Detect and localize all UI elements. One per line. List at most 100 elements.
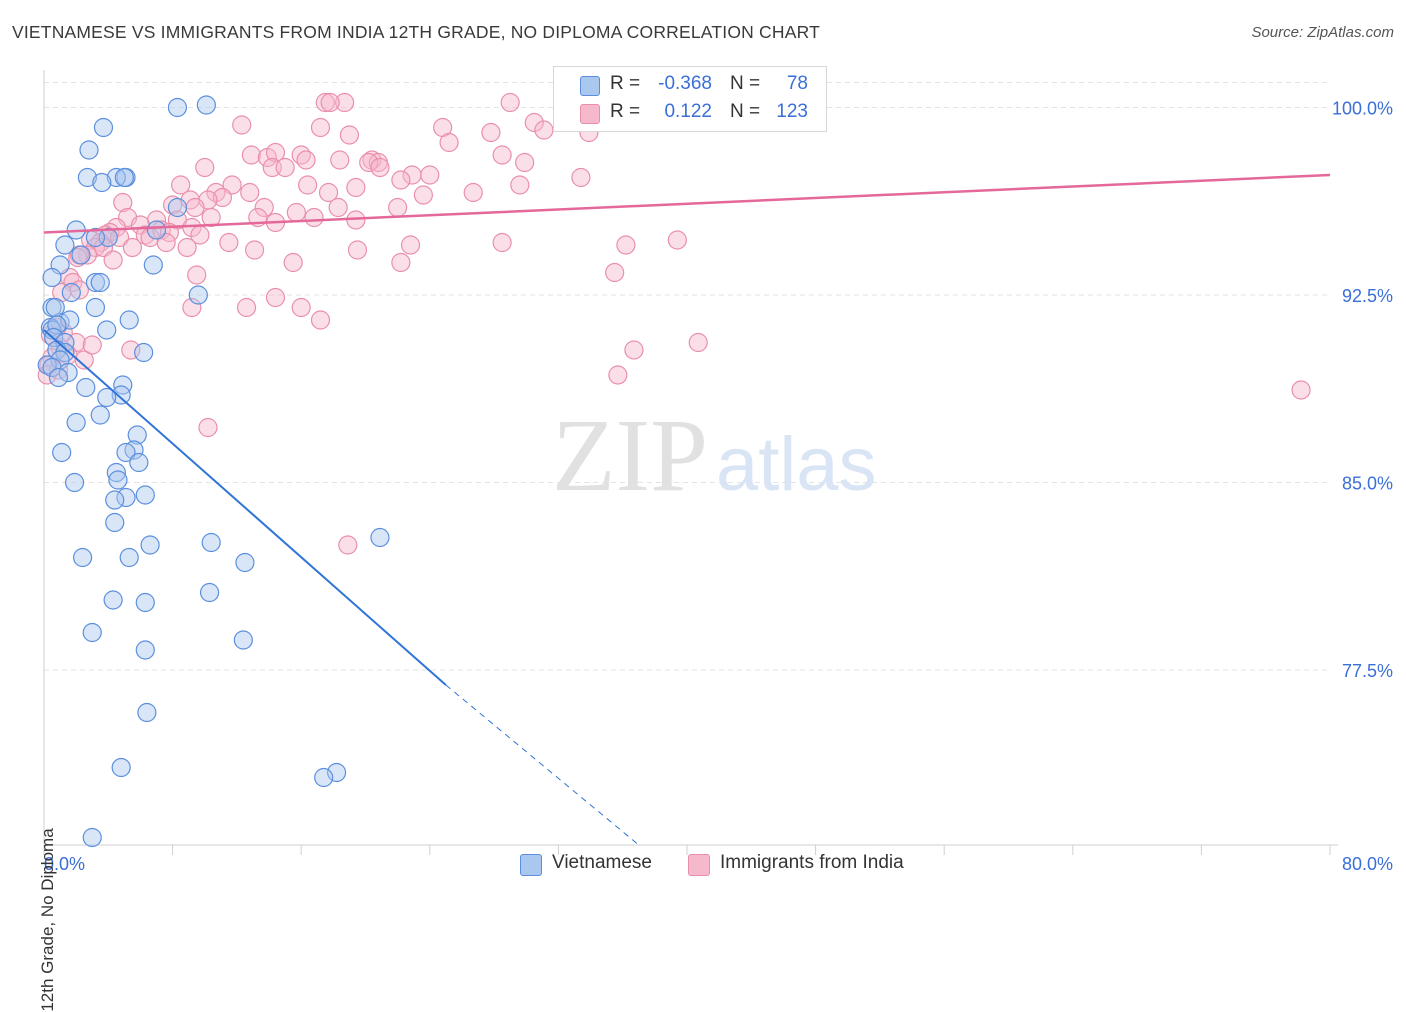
series-label-vietnamese: Vietnamese	[552, 852, 652, 873]
vietnamese-point	[113, 375, 133, 395]
india-point	[315, 92, 335, 113]
india-point	[571, 167, 591, 188]
vietnamese-point	[135, 592, 155, 613]
vietnamese-point	[103, 590, 123, 610]
vietnamese-point	[314, 767, 334, 788]
india-point	[492, 232, 512, 253]
legend-n-value: 78	[786, 73, 808, 94]
series-label-india: Immigrants from India	[720, 852, 904, 873]
india-point	[185, 197, 205, 218]
legend-swatch-vietnamese	[580, 76, 600, 96]
vietnamese-point	[58, 362, 78, 383]
vietnamese-point	[119, 310, 139, 330]
india-point	[500, 92, 520, 113]
legend-r-value: 0.122	[664, 101, 712, 122]
y-axis-title: 12th Grade, No Diploma	[38, 828, 57, 1012]
india-point	[310, 310, 331, 330]
vietnamese-point	[116, 442, 136, 463]
vietnamese-point	[105, 490, 125, 510]
india-point	[335, 92, 355, 113]
india-point	[439, 132, 459, 153]
legend-n-label: N =	[730, 101, 761, 122]
vietnamese-point	[167, 197, 188, 218]
gridlines	[44, 82, 1330, 671]
india-point	[304, 207, 324, 228]
vietnamese-point	[114, 167, 134, 188]
india-point	[359, 152, 379, 173]
india-point	[236, 297, 257, 318]
india-point	[481, 122, 501, 143]
india-point	[177, 237, 197, 258]
india-point	[391, 252, 411, 273]
y-tick-label: 100.0%	[1332, 99, 1393, 119]
india-point	[388, 197, 408, 218]
legend-row-vietnamese: R = -0.368 N = 78	[554, 71, 826, 99]
watermark: ZIP atlas	[552, 398, 877, 513]
vietnamese-point	[85, 272, 106, 293]
legend-row-india: R = 0.122 N = 123	[554, 99, 826, 127]
vietnamese-point	[111, 385, 131, 405]
india-point	[320, 92, 340, 113]
y-tick-label: 85.0%	[1342, 474, 1393, 494]
vietnamese-point	[82, 827, 102, 848]
vietnamese-point	[90, 272, 110, 293]
vietnamese-point	[92, 172, 112, 193]
vietnamese-point	[97, 320, 117, 340]
india-point	[420, 165, 440, 185]
vietnamese-point	[140, 535, 160, 555]
series-swatch-vietnamese	[520, 854, 542, 876]
india-point	[605, 262, 625, 283]
vietnamese-point	[45, 297, 65, 318]
vietnamese-point	[119, 547, 139, 568]
vietnamese-point	[135, 640, 155, 660]
india-point	[492, 145, 512, 165]
india-point	[195, 157, 215, 178]
india-point	[240, 182, 260, 203]
vietnamese-point	[55, 235, 75, 255]
india-point	[244, 240, 265, 260]
india-point	[310, 117, 331, 138]
vietnamese-point	[134, 342, 154, 363]
scatter-chart: ZIP atlas 77.5% 85.0% 92.5% 100.0% 0.0% 80.0…	[37, 70, 1393, 874]
india-point	[370, 157, 390, 178]
vietnamese-point	[326, 762, 347, 783]
india-point	[201, 207, 221, 228]
vietnamese-point	[90, 405, 110, 425]
india-point	[198, 417, 218, 438]
vietnamese-point	[106, 167, 126, 188]
vietnamese-point	[93, 117, 114, 138]
vietnamese-point	[233, 630, 253, 650]
vietnamese-point	[235, 552, 255, 573]
india-point	[286, 202, 306, 223]
india-point	[82, 335, 102, 355]
vietnamese-point	[42, 267, 62, 288]
india-point	[283, 252, 303, 273]
vietnamese-point	[146, 220, 167, 240]
vietnamese-point	[71, 245, 91, 265]
india-point	[206, 182, 226, 203]
vietnamese-point	[129, 452, 149, 473]
vietnamese-point	[97, 387, 117, 408]
vietnamese-point	[72, 547, 93, 568]
vietnamese-point	[111, 757, 131, 778]
india-point	[688, 332, 708, 353]
vietnamese-point	[108, 470, 128, 490]
vietnamese-point	[143, 255, 163, 275]
vietnamese-point	[77, 167, 98, 188]
india-point	[187, 265, 207, 285]
vietnamese-trendline-extension	[445, 684, 640, 846]
india-point	[616, 235, 636, 255]
india-point	[463, 182, 483, 203]
india-trendline	[43, 173, 1331, 234]
india-point	[219, 232, 239, 253]
india-point	[296, 150, 316, 170]
vietnamese-point	[201, 532, 221, 553]
india-point	[1291, 380, 1311, 400]
india-point	[391, 170, 411, 190]
legend-r-value: -0.368	[658, 73, 712, 94]
x-tick-label: 80.0%	[1342, 854, 1393, 874]
vietnamese-points	[37, 95, 390, 848]
india-point	[515, 152, 535, 173]
trendlines	[43, 173, 1331, 846]
vietnamese-point	[55, 332, 75, 353]
